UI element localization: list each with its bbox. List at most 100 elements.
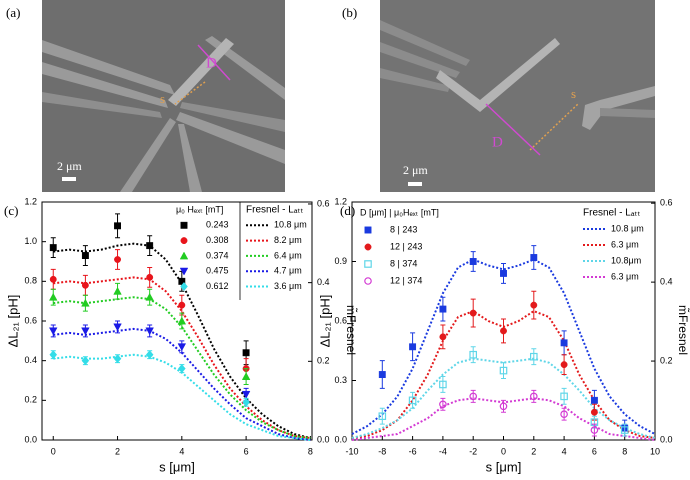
error-bar [561,387,567,405]
data-point [378,371,386,379]
legend-marker [364,243,372,251]
data-point [529,392,538,401]
y-tick-label: 0.6 [334,315,347,325]
y2-axis-label: m̃Fresnel [676,305,690,355]
data-point [241,372,251,380]
x-axis-label: s [μm] [486,459,522,474]
data-point [177,316,187,325]
fit-line [53,242,311,439]
y2-tick-label: 0.2 [660,355,673,365]
data-point [499,402,508,411]
data-point [146,273,154,281]
x-tick-label: 6 [244,446,249,456]
data-point [241,390,251,399]
data-point [469,258,477,265]
data-point [114,222,121,230]
x-tick-label: 2 [115,446,120,456]
legend-label: 0.308 [206,235,229,245]
y2-tick-label: 0.0 [660,434,673,444]
legend-marker [364,277,372,285]
annotation: D [492,134,503,150]
x-tick-label: 2 [531,446,536,456]
annotation: D [206,55,217,71]
scale-label: 2 μm [57,159,82,173]
data-point [378,412,387,421]
error-bar [501,399,506,413]
legend-label: 10.8 μm [611,223,644,233]
data-point [408,396,417,405]
legend-title: μ₀ Hₑₓₜ [mT] [176,204,223,214]
y-axis-label: ΔL₂₁ [pH] [317,295,332,348]
data-point [81,356,90,366]
x-tick-label: 6 [592,446,597,456]
data-point [114,256,121,263]
data-point [242,397,250,407]
data-point [81,281,89,289]
error-bar [561,407,567,421]
legend-label: 6.3 μm [611,271,639,281]
legend-marker [180,237,188,245]
data-point [178,301,186,309]
legend-marker [180,221,188,229]
y-tick-label: 1.2 [24,196,37,206]
legend-label: 0.243 [206,220,229,230]
y-tick-label: 1.2 [334,196,347,206]
sem-image-b [380,0,655,192]
legend-label: 0.374 [206,250,229,260]
y2-tick-label: 0.6 [317,198,330,208]
error-bar [501,362,506,380]
legend-label: 4.7 μm [274,266,302,276]
legend-label: 12 | 243 [390,241,422,251]
error-bar [410,391,416,409]
data-point [469,350,478,359]
legend-label: 12 | 374 [390,275,422,285]
error-bar [622,423,628,437]
y-tick-label: 1.0 [24,236,37,246]
x-tick-label: 10 [650,446,660,456]
legend-label: 6.3 μm [611,239,639,249]
data-point [560,361,568,369]
legend-title: Fresnel - Lₐₜₜ [583,208,640,219]
data-point [590,426,599,434]
x-tick-label: 0 [51,446,56,456]
annotation: s [160,91,165,106]
data-point [409,343,417,351]
error-bar [440,397,446,411]
y-tick-label: 0.3 [334,375,347,385]
data-point [81,298,90,307]
data-point [113,323,122,332]
data-point [620,426,629,434]
data-point [500,269,507,277]
data-point [560,339,568,347]
panel-label: (a) [6,5,20,20]
x-tick-label: -2 [469,446,477,456]
y2-tick-label: 0.0 [317,434,330,444]
error-bar [440,376,446,393]
panel-label: (d) [340,203,355,218]
y-axis-label: ΔL₂₁ [pH] [5,295,20,348]
data-point [49,350,58,360]
y-tick-label: 0.2 [24,395,37,405]
x-tick-label: 8 [622,446,627,456]
x-tick-label: -8 [378,446,386,456]
data-point [439,380,447,389]
data-point [177,343,187,352]
data-point [145,292,154,301]
x-tick-label: -10 [345,446,358,456]
x-tick-label: 0 [501,446,506,456]
data-point [113,286,122,295]
legend-marker [364,226,372,234]
data-point [145,327,154,336]
data-point [530,301,538,309]
legend-label: 6.4 μm [274,250,302,260]
data-point [560,392,568,401]
data-point [49,275,57,283]
data-point [469,392,478,401]
legend-title: D [μm] | μ₀Hₑₓₜ [mT] [360,207,439,217]
legend-marker [179,267,189,276]
y-tick-label: 0.8 [24,276,37,286]
data-point [81,252,89,260]
data-point [529,352,538,361]
legend-marker [179,251,189,260]
data-point [48,292,58,301]
